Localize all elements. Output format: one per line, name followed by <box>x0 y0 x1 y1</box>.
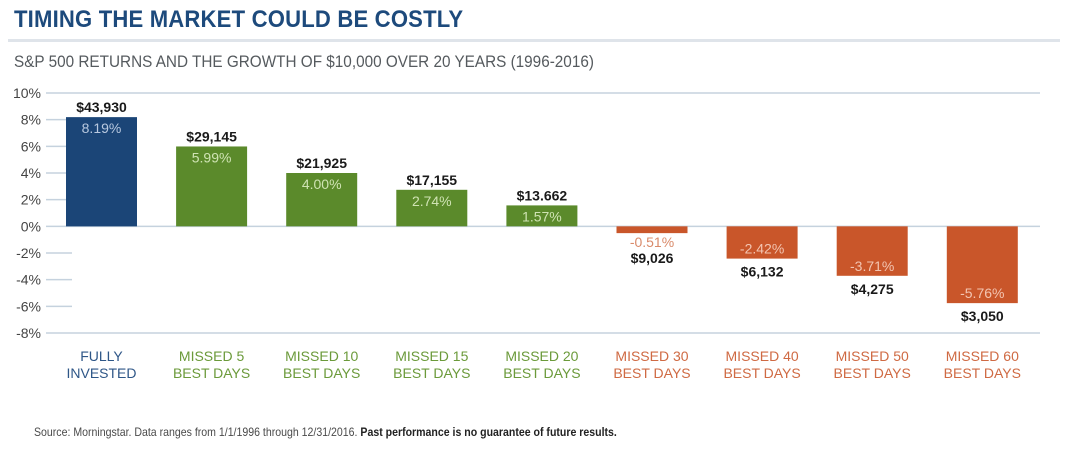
bar <box>616 226 688 234</box>
growth-label: $9,026 <box>631 250 674 266</box>
bar <box>506 205 578 227</box>
value-label: 2.74% <box>412 193 452 209</box>
bar <box>396 189 468 227</box>
y-axis-ticks: 10% 8% 6% 4% 2% 0% -2% -4% -6% -8% <box>13 85 41 341</box>
growth-label: $43,930 <box>76 99 127 115</box>
category-label: FULLY <box>80 348 123 364</box>
page-title: TIMING THE MARKET COULD BE COSTLY <box>14 6 464 33</box>
category-label: MISSED 15 <box>395 348 468 364</box>
y-tick-label: 6% <box>21 138 41 154</box>
category-label: BEST DAYS <box>944 365 1021 381</box>
bars <box>66 117 1018 304</box>
disclaimer-text: Past performance is no guarantee of futu… <box>360 425 617 439</box>
category-label: BEST DAYS <box>834 365 911 381</box>
bar <box>726 226 798 259</box>
growth-label: $17,155 <box>406 172 457 188</box>
value-label: -3.71% <box>850 258 894 274</box>
category-label: MISSED 30 <box>615 348 688 364</box>
category-label: BEST DAYS <box>393 365 470 381</box>
bar <box>946 226 1018 304</box>
category-label: BEST DAYS <box>283 365 360 381</box>
y-tick-label: 4% <box>21 165 41 181</box>
y-tick-label: 8% <box>21 112 41 128</box>
bar <box>176 146 248 227</box>
source-text: Source: Morningstar. Data ranges from 1/… <box>34 425 358 439</box>
growth-label: $3,050 <box>961 308 1004 324</box>
y-tick-label: 2% <box>21 192 41 208</box>
chart-subtitle: S&P 500 RETURNS AND THE GROWTH OF $10,00… <box>14 52 594 71</box>
y-tick-label: -4% <box>16 272 41 288</box>
value-label: 5.99% <box>192 149 232 165</box>
y-tick-label: -2% <box>16 245 41 261</box>
bar <box>286 173 358 227</box>
y-tick-label: -8% <box>16 325 41 341</box>
y-tick-label: 0% <box>21 218 41 234</box>
value-label: -5.76% <box>960 285 1004 301</box>
bar <box>66 117 137 227</box>
category-label: BEST DAYS <box>173 365 250 381</box>
value-label: -0.51% <box>630 234 674 250</box>
category-label: MISSED 20 <box>505 348 578 364</box>
category-label: BEST DAYS <box>723 365 800 381</box>
category-label: MISSED 10 <box>285 348 358 364</box>
growth-label: $29,145 <box>186 128 237 144</box>
footer-note: Source: Morningstar. Data ranges from 1/… <box>34 425 617 439</box>
value-label: 1.57% <box>522 208 562 224</box>
category-label: INVESTED <box>66 365 136 381</box>
category-label: BEST DAYS <box>503 365 580 381</box>
growth-label: $13.662 <box>517 187 568 203</box>
category-label: MISSED 5 <box>179 348 245 364</box>
value-label: -2.42% <box>740 241 784 257</box>
value-label: 8.19% <box>82 120 122 136</box>
category-label: MISSED 60 <box>946 348 1019 364</box>
category-label: MISSED 50 <box>836 348 909 364</box>
value-label: 4.00% <box>302 176 342 192</box>
title-divider <box>8 39 1060 42</box>
category-label: MISSED 40 <box>726 348 799 364</box>
growth-label: $4,275 <box>851 281 894 297</box>
y-tick-label: 10% <box>13 85 41 101</box>
bar-labels: $43,930 8.19% $29,145 5.99% $21,925 4.00% $17,… <box>76 99 1004 324</box>
y-tick-label: -6% <box>16 298 41 314</box>
growth-label: $21,925 <box>296 155 347 171</box>
growth-label: $6,132 <box>741 264 784 280</box>
bar <box>836 226 908 276</box>
category-label: BEST DAYS <box>613 365 690 381</box>
